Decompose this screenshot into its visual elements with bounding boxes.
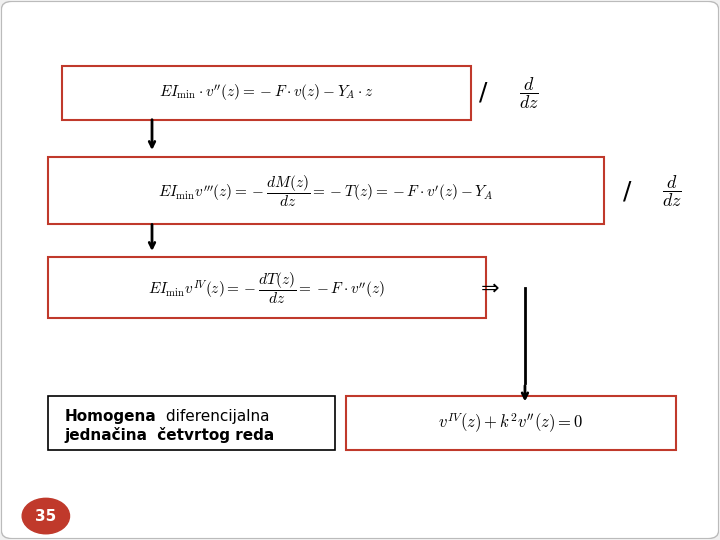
Text: jednačina: jednačina [65, 427, 148, 443]
Text: $EI_{\min} v^{IV}(z) = -\dfrac{dT(z)}{dz} = -F \cdot v''(z)$: $EI_{\min} v^{IV}(z) = -\dfrac{dT(z)}{dz… [148, 270, 385, 306]
Text: diferencijalna: diferencijalna [161, 409, 270, 423]
FancyBboxPatch shape [63, 66, 471, 119]
Text: Homogena: Homogena [65, 409, 156, 423]
Text: $v^{IV}(z) + k^2 v''(z) = 0$: $v^{IV}(z) + k^2 v''(z) = 0$ [438, 411, 583, 435]
FancyBboxPatch shape [48, 256, 485, 319]
Text: $/$: $/$ [478, 80, 489, 105]
FancyBboxPatch shape [48, 396, 335, 450]
Text: $\dfrac{d}{dz}$: $\dfrac{d}{dz}$ [662, 173, 682, 209]
FancyBboxPatch shape [48, 157, 604, 224]
Text: 35: 35 [35, 509, 56, 524]
Text: četvrtog reda: četvrtog reda [152, 427, 274, 443]
Text: $/$: $/$ [621, 179, 632, 203]
Text: $\dfrac{d}{dz}$: $\dfrac{d}{dz}$ [518, 75, 539, 111]
Text: $\Rightarrow$: $\Rightarrow$ [476, 278, 500, 298]
Text: $EI_{\min} v'''(z) = -\dfrac{dM(z)}{dz} = -T(z) = -F \cdot v'(z) - Y_A$: $EI_{\min} v'''(z) = -\dfrac{dM(z)}{dz} … [158, 173, 493, 209]
Circle shape [22, 498, 70, 534]
Text: $EI_{\min} \cdot v''(z) = -F \cdot v(z) - Y_A \cdot z$: $EI_{\min} \cdot v''(z) = -F \cdot v(z) … [159, 83, 374, 103]
FancyBboxPatch shape [346, 396, 675, 450]
